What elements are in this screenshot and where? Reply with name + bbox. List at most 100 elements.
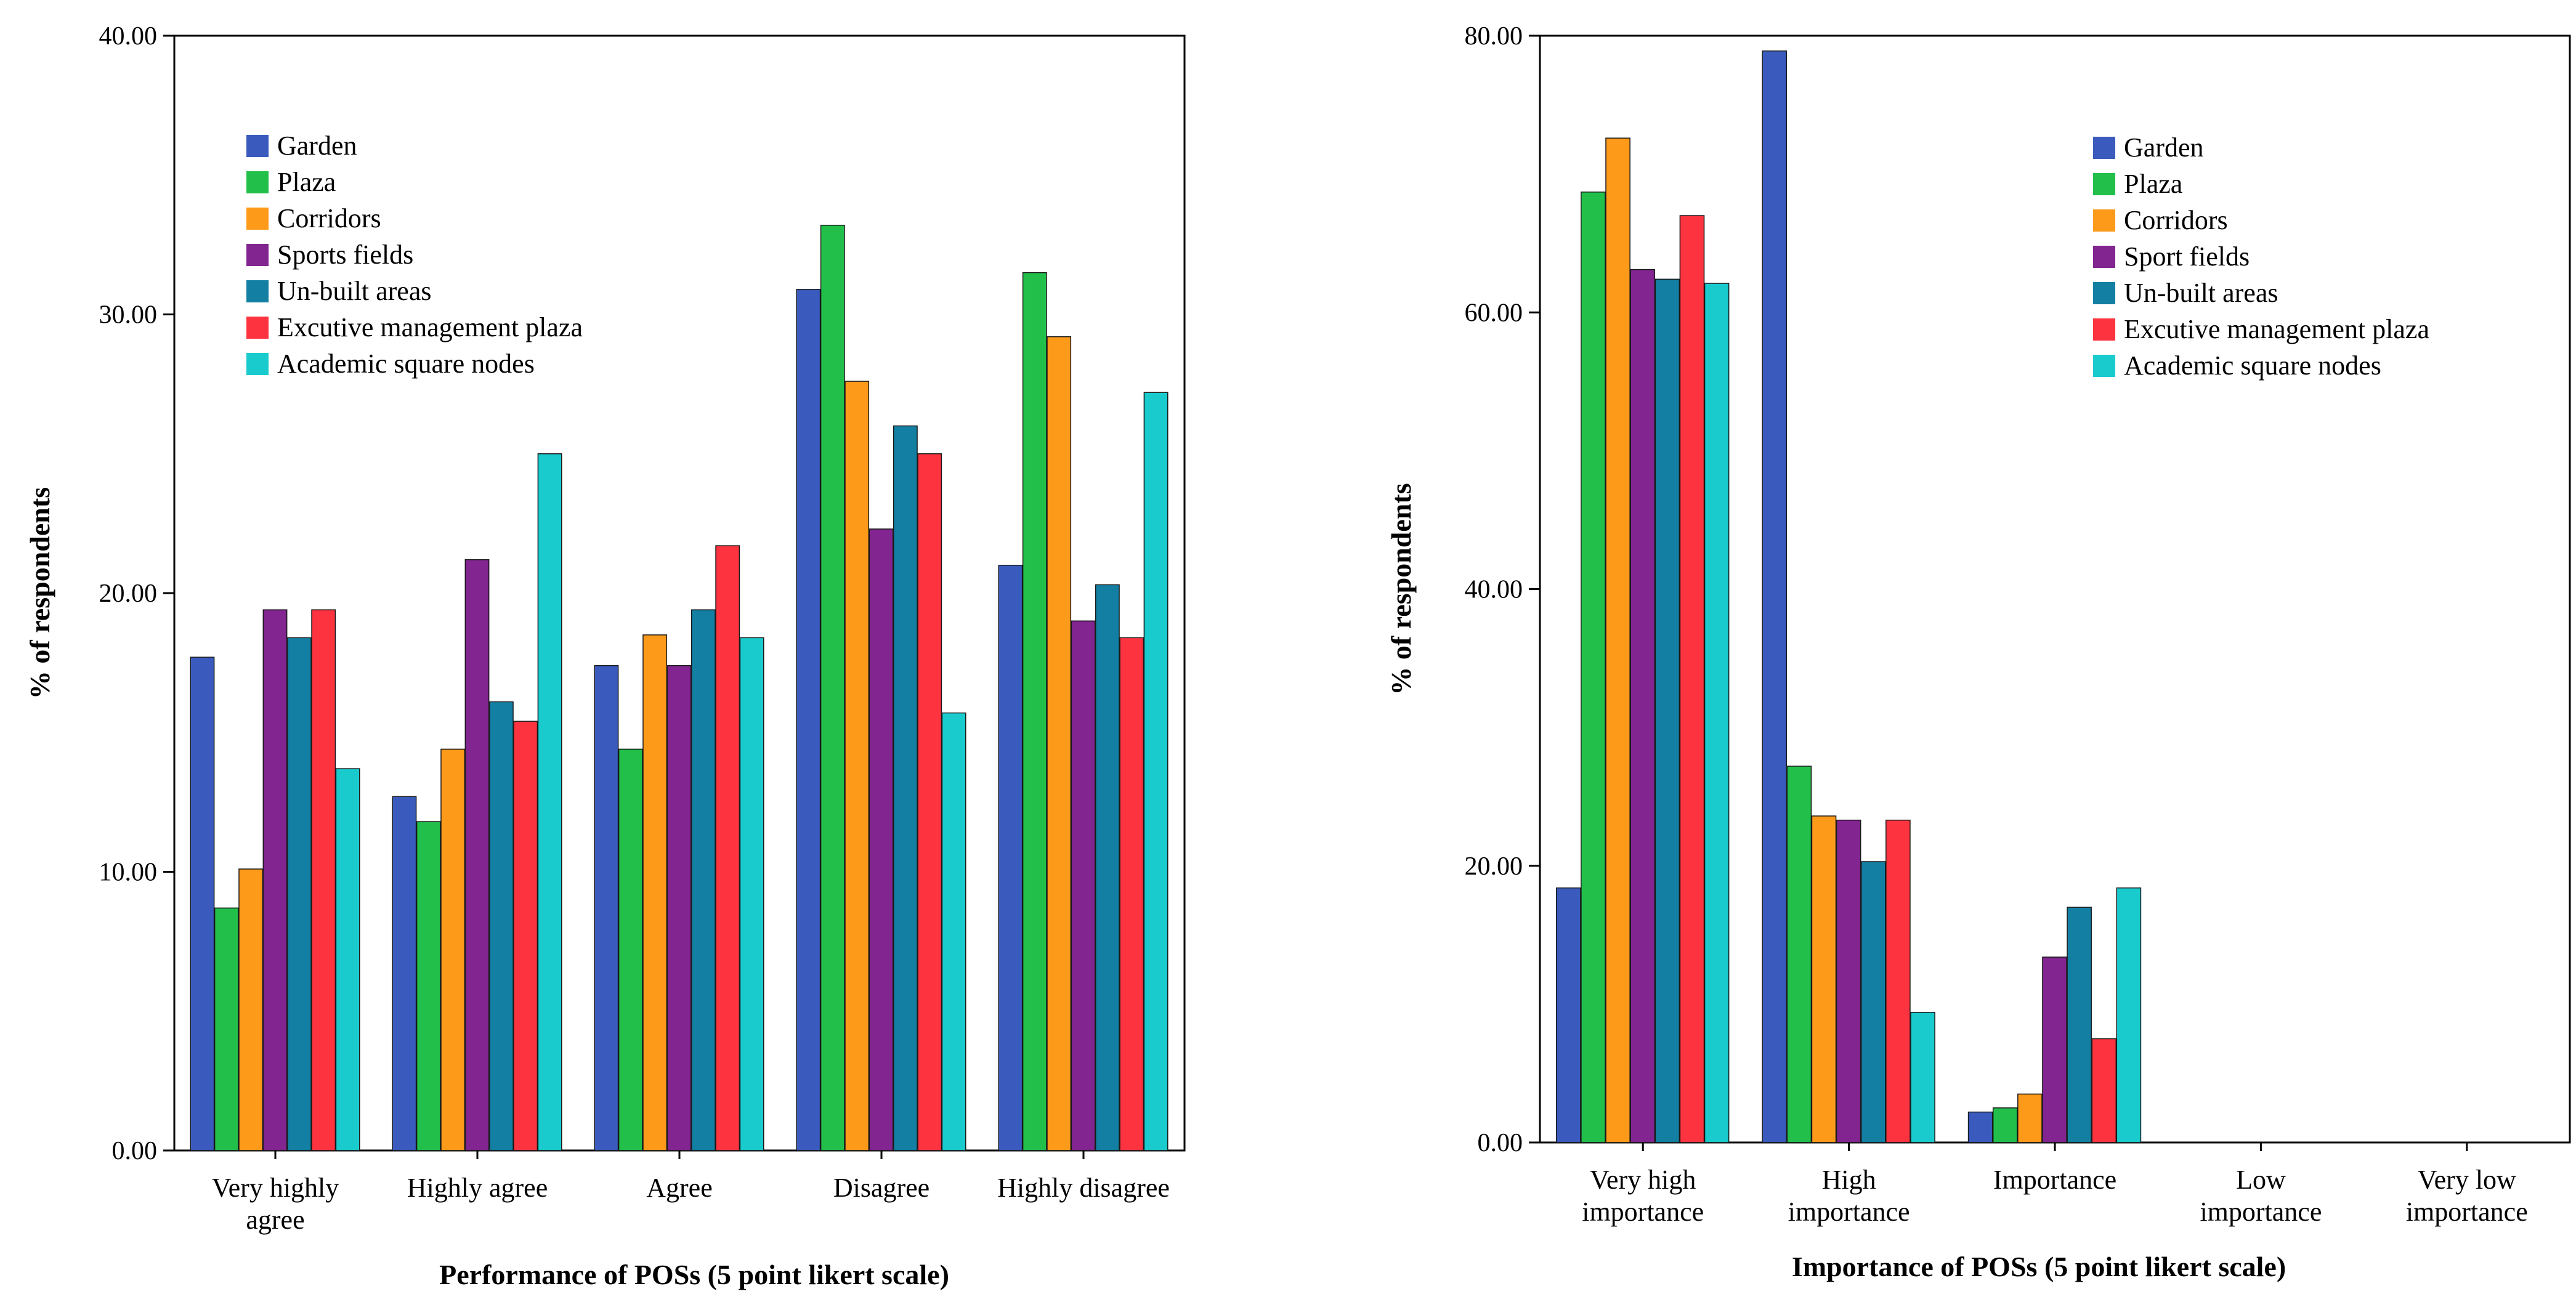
chart0-bar-academic-square-nodes <box>335 768 360 1151</box>
chart0-bar-academic-square-nodes <box>537 453 562 1151</box>
chart0-bar-plaza <box>214 907 239 1151</box>
chart1-bar-excutive-management-plaza <box>1885 819 1911 1143</box>
chart1-bar-garden <box>1762 50 1788 1143</box>
chart0-legend-swatch <box>246 353 269 375</box>
chart0-bar-sports-fields <box>666 665 692 1151</box>
chart1-x-tick-label: importance <box>1582 1197 1704 1227</box>
chart1-legend-swatch <box>2093 282 2115 304</box>
chart0-bar-garden <box>594 665 619 1151</box>
chart0-bar-academic-square-nodes <box>739 637 764 1151</box>
chart0-legend-swatch <box>246 208 269 230</box>
chart0-bar-corridors <box>1047 336 1072 1151</box>
chart0-legend-swatch <box>246 171 269 193</box>
chart0-x-tick-label: Very highly <box>212 1173 339 1203</box>
chart0-legend-label: Un-built areas <box>277 276 431 306</box>
chart0-legend-label: Excutive management plaza <box>277 312 583 342</box>
chart0-bar-sports-fields <box>869 528 894 1151</box>
chart0-x-tick-label: Agree <box>646 1173 713 1203</box>
chart1-legend-swatch <box>2093 137 2115 159</box>
chart0-bar-corridors <box>844 381 870 1151</box>
chart1-bar-sport-fields <box>2042 956 2067 1143</box>
chart1-bar-academic-square-nodes <box>1910 1012 1935 1143</box>
chart0-y-tick-label: 40.00 <box>99 22 158 51</box>
chart0-bar-corridors <box>642 634 668 1151</box>
chart0-y-tick-label: 20.00 <box>99 580 158 608</box>
chart0-y-tick-label: 0.00 <box>112 1137 158 1165</box>
chart0-bar-un-built-areas <box>893 425 918 1151</box>
chart0-bar-plaza <box>1022 272 1047 1151</box>
chart1-legend-label: Academic square nodes <box>2124 350 2381 381</box>
chart0-bar-un-built-areas <box>286 637 312 1151</box>
chart1-legend-swatch <box>2093 173 2115 195</box>
chart0-legend-swatch <box>246 317 269 339</box>
chart0-legend-label: Sports fields <box>277 240 413 270</box>
chart0-bar-garden <box>190 657 215 1151</box>
chart0-bar-excutive-management-plaza <box>715 545 740 1151</box>
chart1-x-tick-label: High <box>1822 1165 1876 1195</box>
chart1-y-tick-label: 80.00 <box>1465 22 1523 51</box>
chart1-bar-academic-square-nodes <box>2116 887 2142 1143</box>
chart1-legend-swatch <box>2093 355 2115 377</box>
chart0-y-tick-label: 30.00 <box>99 301 158 330</box>
performance-chart-svg: 0.00 10.00 20.00 30.00 40.00 Very highlyagree… <box>24 22 1186 1290</box>
chart1-bar-garden <box>1967 1111 1993 1143</box>
chart0-bar-sports-fields <box>464 559 490 1151</box>
chart0-legend-label: Academic square nodes <box>277 349 535 379</box>
chart0-legend-label: Garden <box>277 131 357 161</box>
chart0-y-tick-label: 10.00 <box>99 859 158 887</box>
chart1-x-tick-label: Very low <box>2418 1165 2516 1195</box>
chart0-x-tick-label: agree <box>246 1205 304 1235</box>
chart1-y-axis-label: % of respondents <box>1385 483 1417 695</box>
importance-chart: 0.00 20.00 40.00 60.00 80.00 Very high importa… <box>1343 0 2576 1310</box>
chart1-legend-label: Un-built areas <box>2124 278 2278 308</box>
chart1-bar-corridors <box>2017 1093 2043 1143</box>
chart0-bar-plaza <box>618 748 643 1151</box>
chart1-bar-plaza <box>1992 1107 2018 1143</box>
chart0-legend-swatch <box>246 135 269 157</box>
chart0-bar-excutive-management-plaza <box>917 453 942 1151</box>
chart1-x-tick-label: Importance <box>1993 1165 2116 1195</box>
chart1-bar-sport-fields <box>1630 269 1656 1143</box>
chart1-bar-corridors <box>1811 815 1837 1143</box>
performance-chart: 0.00 10.00 20.00 30.00 40.00 Very highly agree… <box>0 0 1269 1310</box>
chart1-legend-label: Plaza <box>2124 169 2182 199</box>
chart1-bar-academic-square-nodes <box>1704 283 1730 1143</box>
chart1-y-tick-label: 60.00 <box>1465 299 1523 327</box>
chart1-bar-un-built-areas <box>1655 278 1680 1143</box>
chart1-bar-excutive-management-plaza <box>1679 215 1705 1143</box>
chart1-y-tick-label: 40.00 <box>1465 576 1523 604</box>
chart1-x-tick-label: importance <box>1788 1197 1910 1227</box>
chart0-bar-un-built-areas <box>1095 584 1120 1151</box>
chart1-bar-corridors <box>1605 137 1630 1143</box>
chart0-bar-un-built-areas <box>691 609 716 1151</box>
chart0-bar-garden <box>796 289 821 1151</box>
chart1-legend-label: Corridors <box>2124 205 2228 235</box>
chart1-bar-un-built-areas <box>1860 861 1886 1143</box>
chart0-legend-label: Plaza <box>277 167 336 197</box>
chart0-x-tick-label: Highly disagree <box>997 1173 1170 1203</box>
chart1-x-axis-label: Importance of POSs (5 point likert scale… <box>1792 1251 2286 1282</box>
chart0-bar-excutive-management-plaza <box>513 721 538 1151</box>
chart0-y-axis-label: % of respondents <box>24 487 55 699</box>
chart1-x-tick-label: importance <box>2200 1197 2322 1227</box>
chart1-bar-sport-fields <box>1836 819 1861 1143</box>
chart1-legend-label: Garden <box>2124 132 2204 163</box>
chart0-bar-plaza <box>820 224 845 1151</box>
chart0-x-tick-label: Highly agree <box>407 1173 548 1203</box>
chart1-bar-garden <box>1556 887 1581 1143</box>
chart0-bar-garden <box>392 796 417 1151</box>
chart0-bar-academic-square-nodes <box>1143 392 1169 1151</box>
chart1-legend-swatch <box>2093 246 2115 268</box>
chart0-legend-swatch <box>246 280 269 302</box>
chart0-bar-academic-square-nodes <box>941 712 966 1151</box>
chart0-bar-excutive-management-plaza <box>1119 637 1144 1151</box>
chart1-bar-excutive-management-plaza <box>2091 1038 2117 1143</box>
chart1-x-tick-label: Very high <box>1590 1165 1696 1195</box>
chart0-bar-corridors <box>238 868 264 1151</box>
chart0-bar-sports-fields <box>1071 620 1096 1151</box>
chart1-bar-un-built-areas <box>2067 907 2092 1143</box>
chart0-x-tick-label: Disagree <box>833 1173 930 1203</box>
chart1-x-tick-label: Low <box>2236 1165 2286 1195</box>
chart0-bar-un-built-areas <box>488 701 514 1151</box>
